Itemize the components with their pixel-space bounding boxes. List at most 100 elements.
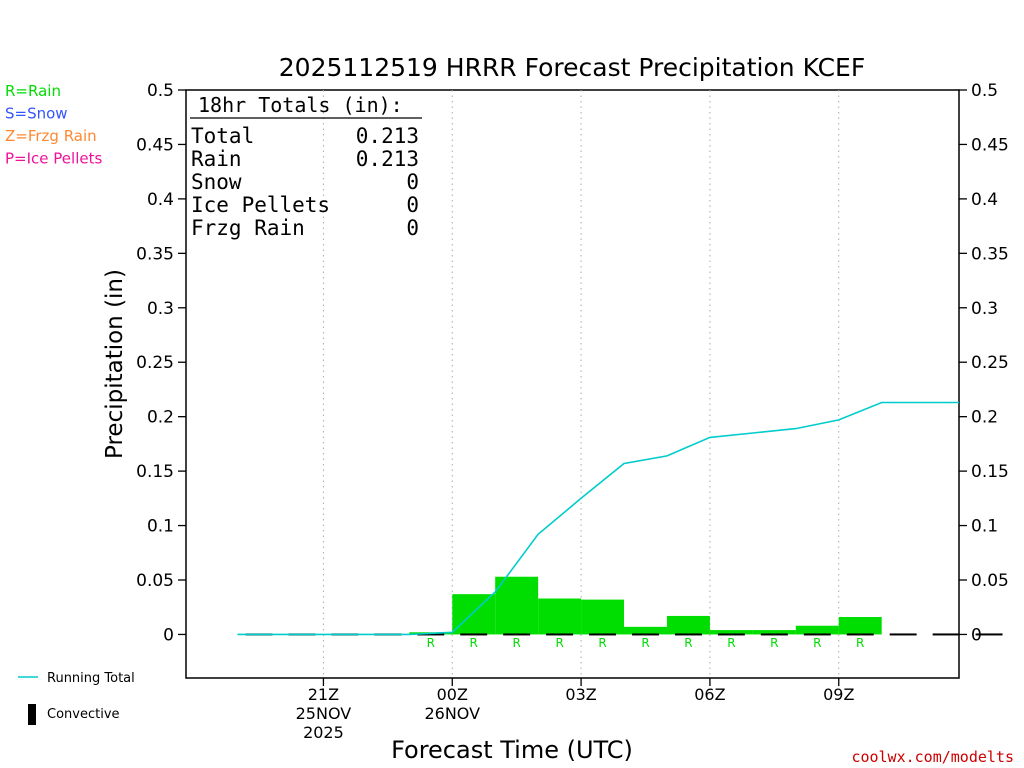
convective-bar — [632, 633, 659, 636]
precip-type-label: R — [470, 636, 478, 650]
plot-frame — [185, 89, 960, 679]
precip-bar — [795, 625, 839, 635]
running-total-series — [237, 401, 959, 636]
convective-bar — [889, 633, 917, 636]
precip-bar — [538, 598, 582, 635]
y-tick-label: 0.45 — [136, 135, 174, 155]
totals-row-label: Frzg Rain — [191, 216, 305, 240]
convective-bar — [589, 633, 617, 636]
y-axis-label: Precipitation (in) — [102, 269, 128, 459]
totals-row-label: Ice Pellets — [191, 193, 330, 217]
x-tick-label: 03Z — [565, 685, 596, 704]
y-tick-label: 0.35 — [136, 244, 174, 264]
precip-type-label: R — [727, 636, 735, 650]
y-tick-label: 0.15 — [136, 462, 174, 482]
legend-label: Running Total — [47, 671, 135, 686]
totals-row-value: 0.213 — [356, 124, 419, 148]
y-tick-label: 0.25 — [136, 353, 174, 373]
totals-row-label: Snow — [191, 170, 242, 194]
totals-row-value: 0 — [406, 170, 419, 194]
precip-type-label: R — [856, 636, 864, 650]
x-tick-label: 26NOV — [424, 704, 480, 723]
running-total-line — [237, 401, 959, 636]
convective-bar — [846, 633, 874, 636]
totals-row-value: 0 — [406, 193, 419, 217]
y-tick-label: 0.25 — [971, 353, 1009, 373]
x-axis-label: Forecast Time (UTC) — [391, 736, 633, 764]
y-tick-label: 0.2 — [147, 408, 174, 428]
y-tick-label: 0.2 — [971, 408, 998, 428]
x-tick-label: 09Z — [823, 685, 854, 704]
totals-row-value: 0 — [406, 216, 419, 240]
convective-bar — [717, 633, 745, 636]
precip-bar — [709, 630, 753, 635]
precip-type-label: R — [513, 636, 521, 650]
totals-title: 18hr Totals (in): — [198, 93, 403, 117]
y-tick-label: 0.5 — [147, 81, 174, 101]
totals-box: 18hr Totals (in): Total 0.213 Rain 0.213 Sno… — [190, 93, 422, 240]
convective-bar — [417, 633, 445, 636]
y-tick-label: 0.5 — [971, 81, 998, 101]
precip-type-legend: R=Rain S=Snow Z=Frzg Rain P=Ice Pellets — [5, 82, 102, 168]
precip-bar — [624, 626, 667, 635]
precip-type-legend-item: S=Snow — [5, 105, 68, 123]
precip-bar — [838, 617, 882, 635]
precip-type-label: R — [598, 636, 606, 650]
x-tick-label: 21Z — [308, 685, 339, 704]
convective-bar — [760, 633, 788, 636]
convective-bar — [975, 633, 1003, 636]
totals-row-value: 0.213 — [356, 147, 419, 171]
credit-text: coolwx.com/modelts — [851, 748, 1014, 766]
y-tick-label: 0.1 — [971, 517, 998, 537]
precip-bar — [495, 576, 539, 635]
chart-title: 2025112519 HRRR Forecast Precipitation K… — [279, 53, 865, 82]
legend-block-swatch — [28, 704, 36, 725]
convective-bar — [503, 633, 531, 636]
y-tick-label: 0.15 — [971, 462, 1009, 482]
convective-bar — [546, 633, 574, 636]
precip-type-label: R — [641, 636, 649, 650]
y-tick-label: 0.05 — [136, 571, 174, 591]
precip-bar — [666, 615, 710, 635]
precip-type-legend-item: R=Rain — [5, 82, 61, 100]
y-tick-label: 0.3 — [147, 299, 174, 319]
y-tick-label: 0.4 — [971, 190, 998, 210]
vertical-gridlines — [322, 90, 840, 678]
y-tick-label: 0.35 — [971, 244, 1009, 264]
precip-type-label: R — [770, 636, 778, 650]
convective-bar — [460, 633, 488, 636]
convective-bar — [803, 633, 831, 636]
x-tick-label: 25NOV — [296, 704, 352, 723]
y-tick-label: 0.3 — [971, 299, 998, 319]
precip-type-label: R — [684, 636, 692, 650]
totals-row-label: Rain — [191, 147, 242, 171]
y-tick-label: 0.1 — [147, 517, 174, 537]
precip-type-label: R — [427, 636, 435, 650]
legend-label: Convective — [47, 707, 120, 722]
precip-type-label: R — [555, 636, 563, 650]
precip-type-legend-item: Z=Frzg Rain — [5, 127, 97, 145]
convective-bar — [932, 633, 960, 636]
x-tick-label: 00Z — [437, 685, 468, 704]
totals-rows: Total 0.213 Rain 0.213 Snow 0 Ice Pellets 0 Frzg… — [191, 124, 419, 240]
precip-type-label: R — [813, 636, 821, 650]
y-tick-label: 0 — [163, 625, 174, 645]
convective-bars — [245, 633, 1003, 636]
precip-bars — [409, 576, 882, 635]
y-axis-right: 0 0.05 0.1 0.15 0.2 0.25 0.3 0.35 0.4 0.45 0.5 — [959, 81, 1009, 645]
precip-type-legend-item: P=Ice Pellets — [5, 150, 102, 168]
totals-row-label: Total — [191, 124, 254, 148]
precip-bar — [752, 630, 796, 635]
y-axis-left: 0 0.05 0.1 0.15 0.2 0.25 0.3 0.35 0.4 0.45 0.5 — [136, 81, 186, 645]
x-tick-label: 06Z — [694, 685, 725, 704]
precip-bar — [581, 599, 625, 635]
x-tick-label: 2025 — [303, 723, 344, 742]
y-tick-label: 0.4 — [147, 190, 174, 210]
y-tick-label: 0.45 — [971, 135, 1009, 155]
y-tick-label: 0.05 — [971, 571, 1009, 591]
y-tick-label: 0 — [971, 625, 982, 645]
convective-bar — [674, 633, 702, 636]
